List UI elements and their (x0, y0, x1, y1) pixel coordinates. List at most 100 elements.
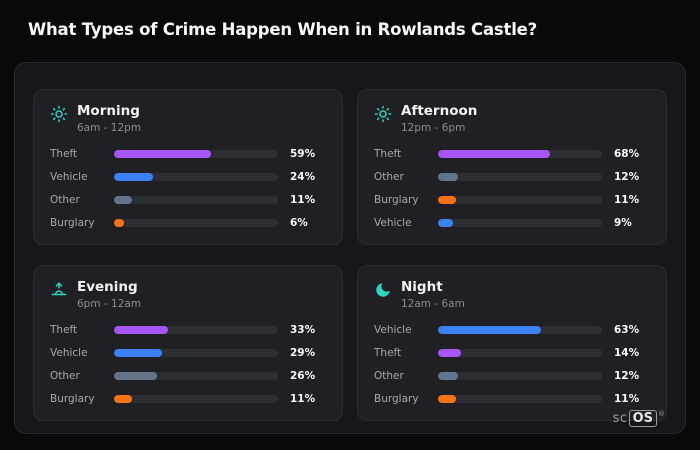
bar-track (438, 349, 602, 357)
bar-fill (438, 150, 550, 158)
bar-label: Burglary (50, 393, 95, 405)
bar-label: Other (374, 171, 404, 183)
panel-title: Afternoon (401, 103, 478, 119)
bar-fill (114, 372, 157, 380)
bar-fill (438, 326, 542, 334)
panel-subtitle: 6pm - 12am (77, 298, 142, 310)
bar-row: Vehicle 63% (374, 323, 650, 337)
bar-track (438, 173, 602, 181)
bar-rows: Theft 59% Vehicle 24% Other 11% Burglary (50, 147, 326, 230)
bar-row: Other 12% (374, 170, 650, 184)
bar-label: Theft (374, 148, 402, 160)
panel-subtitle: 12am - 6am (401, 298, 465, 310)
panel-subtitle: 12pm - 6pm (401, 122, 466, 134)
bar-label: Theft (50, 148, 78, 160)
bar-fill (438, 395, 457, 403)
bar-track (114, 372, 278, 380)
bar-label: Theft (374, 347, 402, 359)
bar-row: Other 11% (50, 193, 326, 207)
panel-title: Morning (77, 103, 140, 119)
bar-label: Other (50, 194, 80, 206)
panel-night: Night 12am - 6am Vehicle 63% Theft 14% O… (357, 265, 667, 421)
bar-row: Burglary 6% (50, 216, 326, 230)
bar-rows: Theft 68% Other 12% Burglary 11% Vehicle (374, 147, 650, 230)
bar-rows: Theft 33% Vehicle 29% Other 26% Burglary (50, 323, 326, 406)
bar-fill (114, 326, 169, 334)
sun-icon (50, 105, 68, 123)
bar-track (438, 395, 602, 403)
bar-track (114, 395, 278, 403)
bar-row: Vehicle 24% (50, 170, 326, 184)
bar-fill (114, 219, 124, 227)
bar-value: 12% (614, 370, 640, 382)
dashboard-card: Morning 6am - 12pm Theft 59% Vehicle 24%… (14, 62, 686, 434)
bar-label: Vehicle (374, 324, 412, 336)
bar-value: 24% (290, 171, 316, 183)
bar-label: Theft (50, 324, 78, 336)
panel-header-evening: Evening 6pm - 12am (50, 279, 326, 310)
panel-evening: Evening 6pm - 12am Theft 33% Vehicle 29%… (33, 265, 343, 421)
page-title: What Types of Crime Happen When in Rowla… (28, 20, 538, 39)
sunset-icon (50, 281, 68, 299)
sun-icon (374, 105, 392, 123)
panel-subtitle: 6am - 12pm (77, 122, 142, 134)
bar-fill (114, 349, 162, 357)
panel-titles: Evening 6pm - 12am (77, 279, 141, 310)
bar-label: Other (50, 370, 80, 382)
bar-rows: Vehicle 63% Theft 14% Other 12% Burglary (374, 323, 650, 406)
bar-track (438, 219, 602, 227)
panel-titles: Morning 6am - 12pm (77, 103, 141, 134)
bar-value: 11% (614, 194, 640, 206)
bar-row: Vehicle 9% (374, 216, 650, 230)
bar-track (438, 196, 602, 204)
bar-row: Theft 33% (50, 323, 326, 337)
bar-fill (438, 196, 457, 204)
bar-value: 29% (290, 347, 316, 359)
bar-label: Burglary (374, 393, 419, 405)
bar-fill (438, 219, 453, 227)
bar-value: 63% (614, 324, 640, 336)
bar-fill (438, 349, 461, 357)
bar-label: Other (374, 370, 404, 382)
panel-header-night: Night 12am - 6am (374, 279, 650, 310)
bar-value: 12% (614, 171, 640, 183)
brand-logo: sc OS ® (613, 410, 665, 427)
bar-value: 14% (614, 347, 640, 359)
panel-morning: Morning 6am - 12pm Theft 59% Vehicle 24%… (33, 89, 343, 245)
bar-track (114, 196, 278, 204)
bar-label: Vehicle (50, 171, 88, 183)
panel-header-afternoon: Afternoon 12pm - 6pm (374, 103, 650, 134)
panel-header-morning: Morning 6am - 12pm (50, 103, 326, 134)
moon-icon (374, 281, 392, 299)
bar-value: 11% (290, 194, 316, 206)
bar-label: Burglary (374, 194, 419, 206)
bar-value: 33% (290, 324, 316, 336)
bar-row: Burglary 11% (374, 193, 650, 207)
bar-row: Theft 68% (374, 147, 650, 161)
bar-value: 11% (290, 393, 316, 405)
bar-row: Burglary 11% (374, 392, 650, 406)
bar-track (438, 150, 602, 158)
brand-suffix: OS (628, 410, 657, 427)
panel-title: Evening (77, 279, 138, 295)
panel-afternoon: Afternoon 12pm - 6pm Theft 68% Other 12%… (357, 89, 667, 245)
bar-track (114, 150, 278, 158)
bar-row: Theft 14% (374, 346, 650, 360)
bar-row: Burglary 11% (50, 392, 326, 406)
bar-track (438, 372, 602, 380)
bar-track (114, 173, 278, 181)
bar-fill (438, 372, 458, 380)
panel-title: Night (401, 279, 443, 295)
bar-label: Burglary (50, 217, 95, 229)
bar-track (114, 326, 278, 334)
bar-value: 68% (614, 148, 640, 160)
bar-track (114, 349, 278, 357)
bar-value: 11% (614, 393, 640, 405)
panels-grid: Morning 6am - 12pm Theft 59% Vehicle 24%… (33, 89, 667, 421)
bar-track (438, 326, 602, 334)
panel-titles: Afternoon 12pm - 6pm (401, 103, 477, 134)
brand-prefix: sc (612, 411, 628, 426)
bar-row: Other 26% (50, 369, 326, 383)
bar-row: Other 12% (374, 369, 650, 383)
bar-value: 59% (290, 148, 316, 160)
